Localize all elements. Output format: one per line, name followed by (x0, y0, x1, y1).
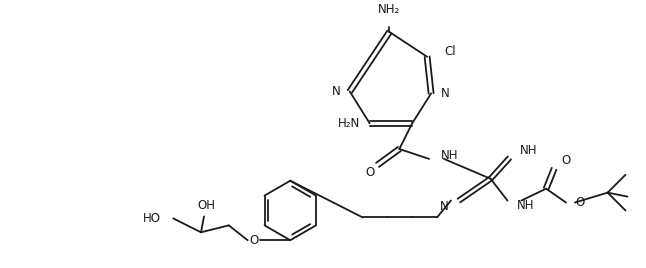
Text: N: N (441, 87, 450, 100)
Text: O: O (249, 234, 258, 247)
Text: NH₂: NH₂ (379, 3, 401, 16)
Text: O: O (561, 154, 570, 168)
Text: OH: OH (197, 199, 215, 213)
Text: N: N (332, 85, 341, 98)
Text: O: O (575, 196, 584, 209)
Text: O: O (365, 166, 374, 179)
Text: N: N (440, 200, 449, 213)
Text: Cl: Cl (444, 45, 455, 58)
Text: NH: NH (520, 144, 538, 158)
Text: H₂N: H₂N (337, 117, 360, 130)
Text: NH: NH (516, 199, 534, 212)
Text: NH: NH (441, 150, 459, 162)
Text: HO: HO (143, 212, 162, 225)
